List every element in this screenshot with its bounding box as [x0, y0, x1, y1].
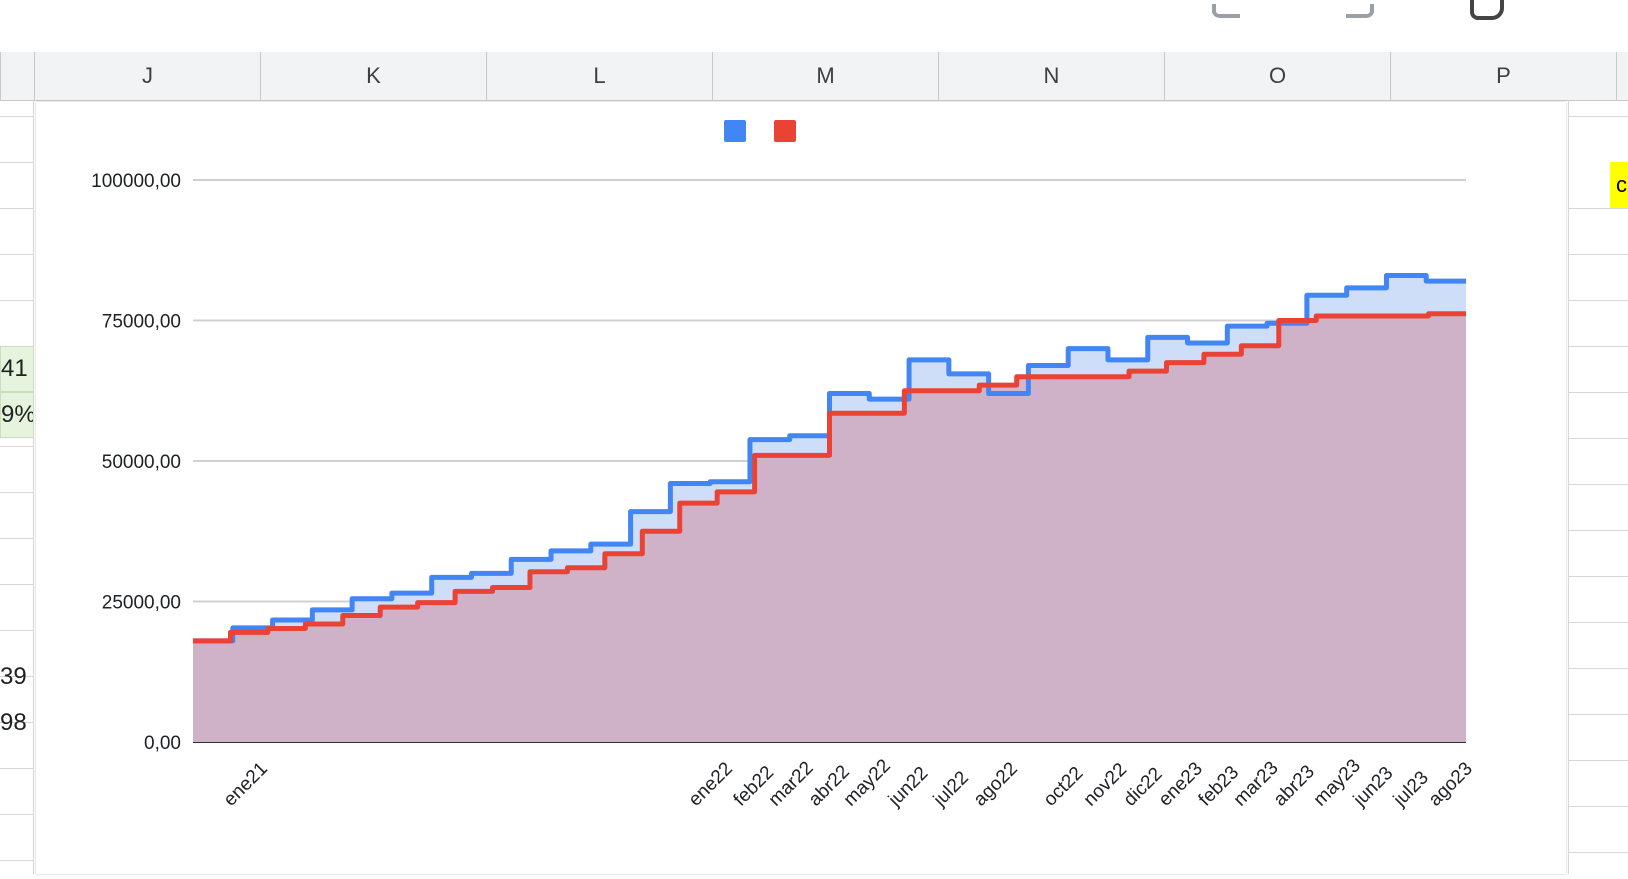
- y-tick-label: 0,00: [144, 733, 181, 754]
- legend: [724, 120, 796, 142]
- grid-row-line: [1568, 714, 1628, 715]
- grid-row-line: [0, 208, 34, 209]
- column-header-row: J K L M N O P: [0, 52, 1628, 101]
- x-tick-label: ago23: [1425, 758, 1477, 810]
- x-axis: ene21 ene22feb22mar22abr22may22jun22jul22…: [220, 755, 1477, 811]
- grid-row-line: [0, 584, 34, 585]
- x-tick-label: oct22: [1040, 763, 1088, 811]
- toolbar: [0, 0, 1628, 53]
- column-header-p[interactable]: P: [1390, 52, 1616, 100]
- x-tick-label: jul23: [1389, 767, 1433, 811]
- grid-row-line: [1568, 622, 1628, 623]
- cell-grid: 41 9% 39 98 c: [0, 100, 1628, 874]
- grid-row-line: [1568, 438, 1628, 439]
- grid-row-line: [0, 162, 34, 163]
- grid-row-line: [1568, 668, 1628, 669]
- grid-row-line: [0, 538, 34, 539]
- line-series-2: [193, 311, 1466, 644]
- grid-row-line: [1568, 806, 1628, 807]
- column-header-j[interactable]: J: [34, 52, 260, 100]
- y-tick-label: 75000,00: [102, 312, 181, 333]
- grid-row-line: [1568, 116, 1628, 117]
- x-tick-label: may22: [840, 755, 895, 810]
- grid-row-line: [1568, 484, 1628, 485]
- grid-col-line: [1568, 100, 1569, 874]
- column-header-k[interactable]: K: [260, 52, 486, 100]
- column-header-next[interactable]: [1616, 52, 1628, 100]
- x-tick-label: nov22: [1080, 759, 1131, 810]
- grid-row-line: [0, 254, 34, 255]
- grid-row-line: [0, 116, 34, 117]
- chart: 0,00 25000,00 50000,00 75000,00 100000,00 en…: [91, 120, 1477, 811]
- area-series-2: [193, 313, 1466, 742]
- y-tick-label: 100000,00: [91, 171, 181, 192]
- grid-row-line: [0, 676, 34, 677]
- grid-row-line: [0, 446, 34, 447]
- grid-row-line: [0, 630, 34, 631]
- x-tick-label: mar22: [765, 758, 818, 811]
- y-axis: 0,00 25000,00 50000,00 75000,00 100000,00: [91, 171, 181, 754]
- grid-row-line: [1568, 760, 1628, 761]
- x-tick-label: mar23: [1230, 758, 1283, 811]
- x-tick-label: ago22: [970, 758, 1022, 810]
- grid-row-line: [1568, 208, 1628, 209]
- format-paint-icon[interactable]: [1466, 0, 1506, 26]
- x-tick-label: ene23: [1155, 758, 1207, 810]
- grid-col-line: [33, 100, 34, 874]
- grid-row-line: [0, 768, 34, 769]
- y-tick-label: 25000,00: [102, 593, 181, 614]
- cell-value[interactable]: 9%: [0, 392, 34, 438]
- cell-value[interactable]: 39: [0, 663, 27, 690]
- grid-row-line: [0, 814, 34, 815]
- grid-row-line: [1568, 346, 1628, 347]
- grid-row-line: [1568, 852, 1628, 853]
- y-tick-label: 50000,00: [102, 452, 181, 473]
- series-lines: [193, 273, 1466, 644]
- redo-icon[interactable]: [1338, 0, 1378, 26]
- x-tick-label: ene22: [685, 758, 737, 810]
- cell-value[interactable]: 41: [0, 346, 34, 392]
- cell-value[interactable]: 98: [0, 709, 27, 736]
- column-header-o[interactable]: O: [1164, 52, 1390, 100]
- legend-swatch-1: [724, 120, 746, 142]
- column-header-l[interactable]: L: [486, 52, 712, 100]
- grid-row-line: [1568, 300, 1628, 301]
- series-areas: [193, 275, 1466, 742]
- grid-row-line: [0, 300, 34, 301]
- column-header-partial[interactable]: [0, 52, 34, 100]
- x-tick-label: jul22: [929, 767, 973, 811]
- grid-row-line: [0, 492, 34, 493]
- legend-swatch-2: [774, 120, 796, 142]
- x-tick-label: ene21: [220, 758, 272, 810]
- grid-row-line: [0, 860, 34, 861]
- chart-container[interactable]: 0,00 25000,00 50000,00 75000,00 100000,00 en…: [36, 102, 1566, 874]
- grid-row-line: [1568, 254, 1628, 255]
- undo-icon[interactable]: [1206, 0, 1246, 26]
- grid-row-line: [1568, 576, 1628, 577]
- grid-row-line: [1568, 530, 1628, 531]
- grid-row-line: [0, 722, 34, 723]
- column-header-m[interactable]: M: [712, 52, 938, 100]
- highlighted-cell[interactable]: c: [1610, 162, 1628, 208]
- grid-row-line: [1568, 392, 1628, 393]
- column-header-n[interactable]: N: [938, 52, 1164, 100]
